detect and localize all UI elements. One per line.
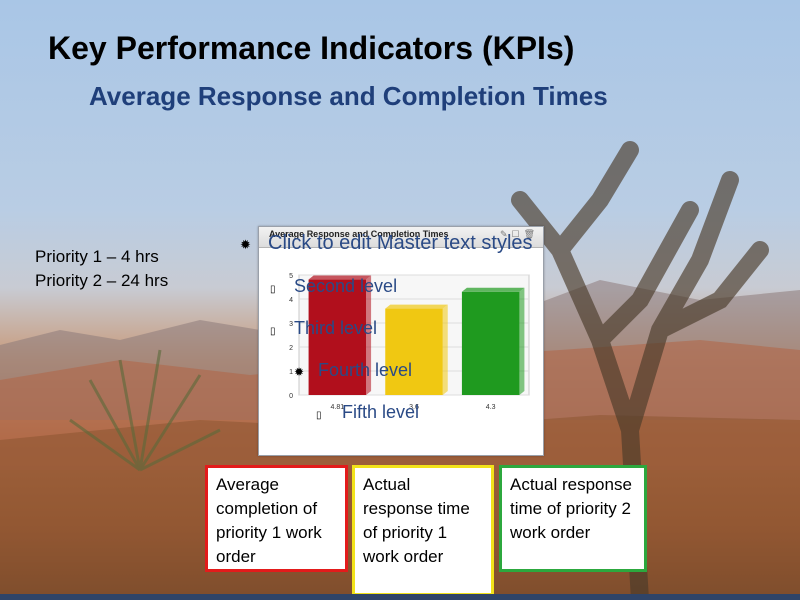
legend-box-priority1-response: Actual response time of priority 1 work …	[352, 465, 494, 596]
y-tick-label: 4	[289, 297, 293, 304]
box-bullet-icon: ▯	[270, 326, 276, 337]
master-level-3: ▯ Third level	[270, 318, 378, 338]
legend-box-priority1-completion: Average completion of priority 1 work or…	[205, 465, 348, 572]
x-tick-label: 4.3	[486, 404, 496, 411]
burst-bullet-icon: ✹	[240, 237, 251, 252]
y-tick-label: 3	[289, 321, 293, 328]
slide-bottom-bar	[0, 594, 800, 600]
bar-top	[308, 275, 372, 280]
master-level-5: ▯ Fifth level	[316, 402, 420, 422]
master-level-1: ✹ Click to edit Master text styles	[240, 232, 533, 254]
chart-panel-header: Average Response and Completion Times ✎ ☐…	[259, 227, 543, 248]
y-tick-label: 0	[289, 393, 293, 400]
bar	[461, 291, 520, 395]
x-tick-label: 3.6	[409, 404, 419, 411]
bar-top	[385, 304, 448, 309]
legend-box-priority2-response: Actual response time of priority 2 work …	[499, 465, 647, 572]
master-text-placeholder[interactable]: ✹ Click to edit Master text styles ▯ Secon…	[240, 230, 580, 430]
bar-chart: 0 1 2 3 4 5 4.81 3.6 4.3	[289, 273, 530, 411]
box-bullet-icon: ▯	[270, 284, 276, 295]
chart-panel-title: Average Response and Completion Times	[269, 229, 449, 239]
y-tick-label: 5	[289, 273, 293, 280]
delete-icon[interactable]: 🗑	[523, 229, 535, 239]
slide-subtitle: Average Response and Completion Times	[89, 81, 608, 111]
y-tick-label: 2	[289, 345, 293, 352]
box-bullet-icon: ▯	[316, 410, 322, 421]
bar-side	[442, 304, 448, 395]
bar	[308, 279, 367, 395]
priority-targets: Priority 1 – 4 hrs Priority 2 – 24 hrs	[35, 245, 168, 293]
slide-title: Key Performance Indicators (KPIs)	[48, 30, 575, 66]
priority-2-target: Priority 2 – 24 hrs	[35, 271, 169, 290]
y-tick-label: 1	[289, 369, 293, 376]
bar-side	[366, 275, 372, 395]
burst-bullet-icon: ✹	[294, 365, 305, 379]
bar-side	[519, 287, 525, 395]
priority-1-target: Priority 1 – 4 hrs	[35, 247, 159, 266]
chart-toolbar: ✎ ☐ 🗑	[496, 229, 535, 240]
master-level-4: ✹ Fourth level	[294, 360, 413, 380]
maximize-icon[interactable]: ☐	[511, 229, 520, 239]
x-tick-label: 4.81	[331, 404, 345, 411]
bar	[385, 308, 443, 395]
bar-top	[461, 287, 525, 292]
chart-panel: Average Response and Completion Times ✎ ☐…	[258, 226, 544, 456]
edit-icon[interactable]: ✎	[499, 229, 508, 239]
master-level-2: ▯ Second level	[270, 276, 398, 296]
